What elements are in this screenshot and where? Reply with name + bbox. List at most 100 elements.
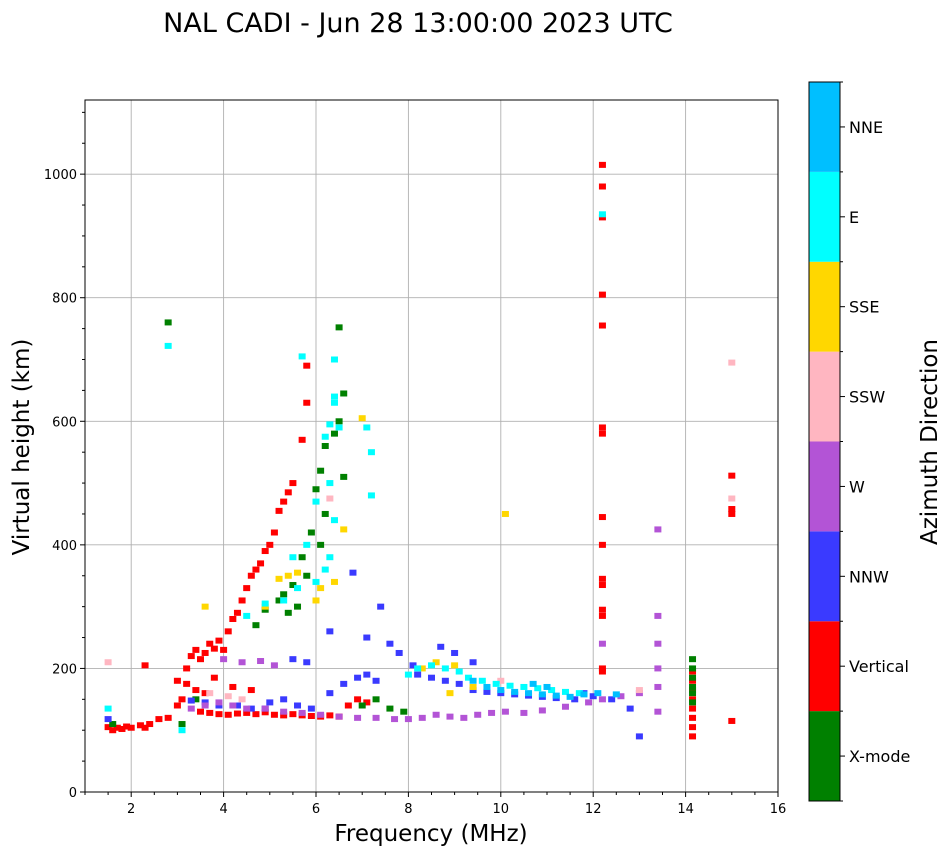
data-point-w <box>298 709 306 716</box>
data-point-nnw <box>589 693 597 700</box>
data-point-w <box>654 640 662 647</box>
data-point-vertical <box>215 711 223 718</box>
data-point-sse <box>446 690 454 697</box>
data-point-nnw <box>340 680 348 687</box>
data-point-w <box>501 708 509 715</box>
data-point-vertical <box>261 709 269 716</box>
data-point-nnw <box>363 634 371 641</box>
data-point-vertical <box>284 489 292 496</box>
data-point-nnw <box>469 687 477 694</box>
data-point-e <box>104 705 112 712</box>
x-tick-label: 6 <box>312 802 320 817</box>
data-point-x-mode <box>358 702 366 709</box>
data-point-sse <box>294 569 302 576</box>
data-point-w <box>598 696 606 703</box>
colorbar-segment-x-mode <box>809 711 840 801</box>
data-point-w <box>432 711 440 718</box>
data-point-vertical <box>146 721 154 728</box>
data-point-vertical <box>118 725 126 732</box>
data-point-nne <box>594 690 602 697</box>
data-point-nnw <box>395 649 403 656</box>
data-point-vertical <box>307 713 315 720</box>
data-point-e <box>280 597 288 604</box>
data-point-nne <box>483 683 491 690</box>
data-point-vertical <box>192 646 200 653</box>
data-point-e <box>294 585 302 592</box>
data-point-vertical <box>598 612 606 619</box>
data-point-nnw <box>497 690 505 697</box>
data-point-nne <box>497 687 505 694</box>
colorbar-label-sse: SSE <box>849 298 879 317</box>
data-point-x-mode <box>317 541 325 548</box>
x-tick-label: 4 <box>219 802 227 817</box>
data-point-vertical <box>598 214 606 221</box>
data-point-vertical <box>113 724 121 731</box>
data-point-e <box>598 211 606 218</box>
data-point-nnw <box>626 705 634 712</box>
data-point-e <box>404 671 412 678</box>
chart-title: NAL CADI - Jun 28 13:00:00 2023 UTC <box>163 8 673 39</box>
data-point-vertical <box>598 161 606 168</box>
data-point-vertical <box>123 723 131 730</box>
data-point-nnw <box>635 733 643 740</box>
data-point-w <box>238 659 246 666</box>
colorbar-label-e: E <box>849 208 859 227</box>
data-point-e <box>326 421 334 428</box>
data-point-sse <box>340 526 348 533</box>
data-point-nnw <box>201 699 209 706</box>
data-point-e <box>303 541 311 548</box>
data-point-sse <box>469 683 477 690</box>
data-point-x-mode <box>298 554 306 561</box>
data-point-w <box>261 705 269 712</box>
data-point-vertical <box>197 708 204 715</box>
data-point-w <box>280 708 288 715</box>
data-point-nnw <box>608 696 616 703</box>
data-point-vertical <box>598 668 606 675</box>
data-point-vertical <box>233 710 241 717</box>
data-point-nnw <box>455 680 463 687</box>
data-point-nne <box>566 693 574 700</box>
data-point-w <box>474 711 482 718</box>
data-point-e <box>164 342 172 349</box>
data-point-w <box>229 702 237 709</box>
data-point-x-mode <box>372 696 380 703</box>
data-point-nnw <box>469 659 477 666</box>
data-points <box>104 161 736 740</box>
data-point-vertical <box>201 649 209 656</box>
data-point-vertical <box>164 714 172 721</box>
data-point-x-mode <box>178 721 186 728</box>
data-point-sse <box>432 659 440 666</box>
data-point-nne <box>525 690 533 697</box>
colorbar-label-w: W <box>849 477 865 496</box>
data-point-vertical <box>136 722 144 729</box>
data-point-vertical <box>229 616 237 622</box>
data-point-w <box>561 703 569 710</box>
data-point-vertical <box>689 724 697 731</box>
data-point-nne <box>612 691 620 698</box>
data-point-vertical <box>173 677 181 684</box>
data-point-w <box>654 708 662 715</box>
data-point-vertical <box>224 711 232 718</box>
data-point-e <box>506 682 514 689</box>
y-tick-label: 600 <box>52 415 77 430</box>
data-point-vertical <box>210 674 218 681</box>
data-point-e <box>330 393 338 400</box>
data-point-vertical <box>326 712 334 719</box>
data-point-e <box>492 680 500 687</box>
data-point-e <box>414 665 422 672</box>
grid <box>85 100 778 792</box>
data-point-e <box>178 727 186 734</box>
y-tick-label: 0 <box>69 786 77 801</box>
y-tick-label: 1000 <box>44 168 77 183</box>
data-point-vertical <box>243 709 251 716</box>
data-point-ssw <box>326 495 334 502</box>
data-point-w <box>270 662 278 669</box>
data-point-x-mode <box>307 529 315 536</box>
data-point-nne <box>469 677 477 684</box>
data-point-vertical <box>206 640 214 647</box>
data-point-e <box>330 517 338 524</box>
data-point-nnw <box>437 643 445 650</box>
data-point-nnw <box>441 677 449 684</box>
data-point-sse <box>284 572 292 579</box>
data-point-e <box>330 399 338 406</box>
